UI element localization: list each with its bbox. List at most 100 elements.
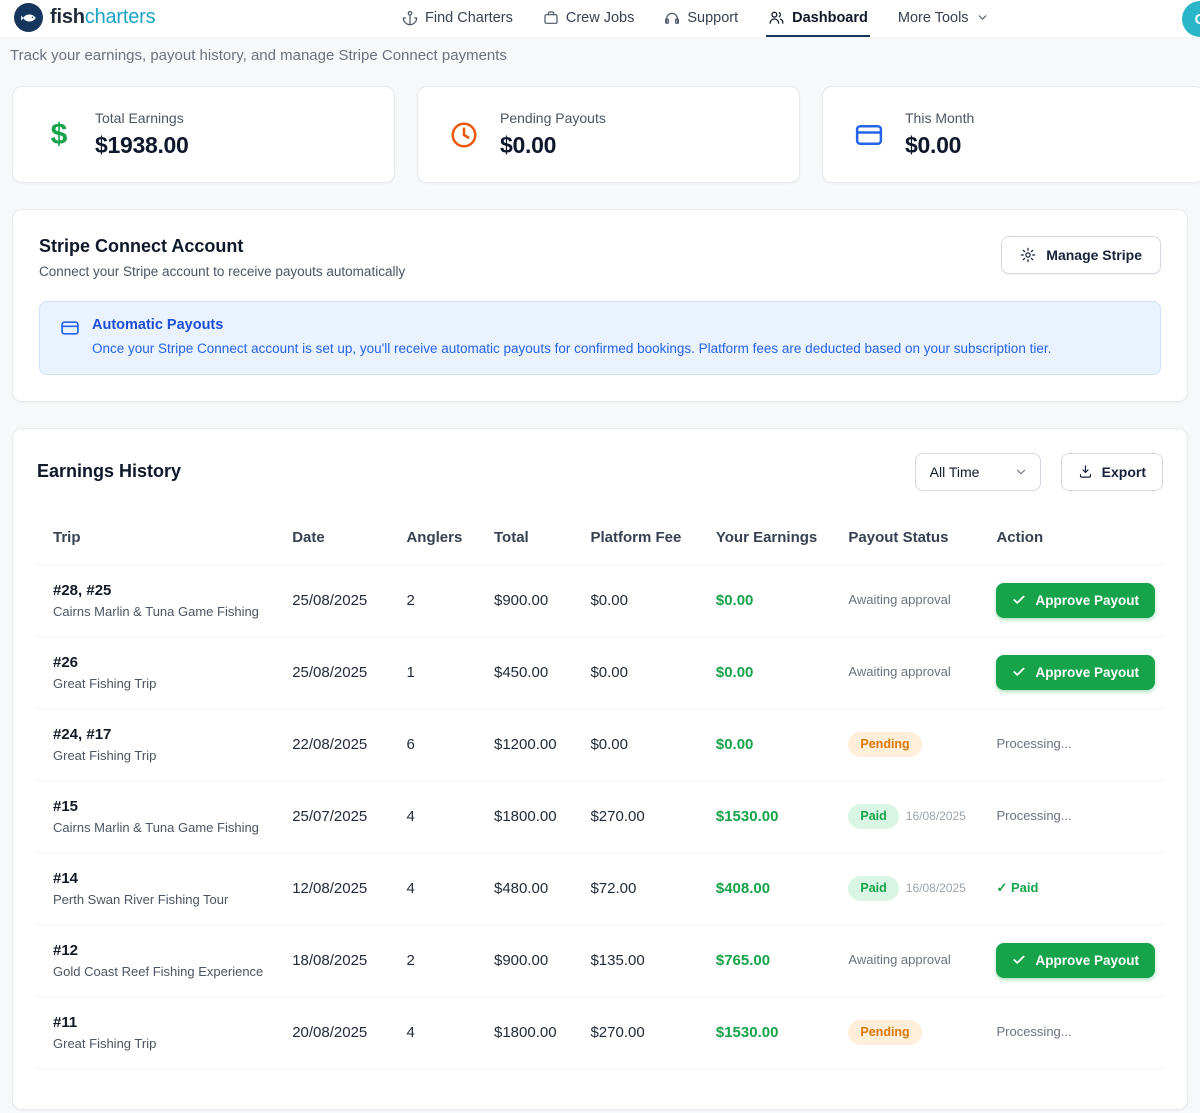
anchor-icon xyxy=(402,10,418,26)
trip-date: 25/08/2025 xyxy=(284,636,398,708)
table-row: #14Perth Swan River Fishing Tour 12/08/2… xyxy=(37,852,1163,924)
anglers-count: 2 xyxy=(398,924,486,996)
stripe-card-title: Stripe Connect Account xyxy=(39,236,405,257)
table-header-row: Trip Date Anglers Total Platform Fee You… xyxy=(37,513,1163,565)
user-avatar[interactable]: C xyxy=(1182,1,1200,37)
total-amount: $900.00 xyxy=(486,924,582,996)
paid-indicator: ✓ Paid xyxy=(996,880,1038,895)
trip-name: Cairns Marlin & Tuna Game Fishing xyxy=(53,820,276,835)
trip-id: #11 xyxy=(53,1014,276,1031)
status-badge: Pending xyxy=(848,1020,921,1044)
status-badge: Pending xyxy=(848,732,921,756)
platform-fee: $0.00 xyxy=(582,564,707,636)
trip-id: #14 xyxy=(53,870,276,887)
nav-support[interactable]: Support xyxy=(662,0,740,37)
stat-value: $0.00 xyxy=(905,132,974,159)
platform-fee: $135.00 xyxy=(582,924,707,996)
approve-payout-button[interactable]: Approve Payout xyxy=(996,943,1155,978)
chevron-down-icon xyxy=(976,11,989,24)
time-filter-select[interactable]: All Time xyxy=(915,453,1041,491)
users-icon xyxy=(768,9,785,26)
stripe-connect-card: Stripe Connect Account Connect your Stri… xyxy=(12,209,1188,402)
table-row: #11 Great Fishing Trip 20/08/2025 4 $1800… xyxy=(37,996,1163,1068)
your-earnings: $1530.00 xyxy=(708,780,841,852)
earnings-history-title: Earnings History xyxy=(37,461,181,482)
nav-crew-jobs[interactable]: Crew Jobs xyxy=(541,0,637,37)
clock-icon xyxy=(448,120,480,150)
chevron-down-icon xyxy=(1014,465,1028,479)
total-amount: $1800.00 xyxy=(486,996,582,1068)
nav-dashboard[interactable]: Dashboard xyxy=(766,0,870,37)
page-subtitle: Track your earnings, payout history, and… xyxy=(10,47,1188,64)
your-earnings: $408.00 xyxy=(708,852,841,924)
nav-label: Dashboard xyxy=(792,10,868,26)
main-nav: Find Charters Crew Jobs Support Dashboar… xyxy=(400,0,991,37)
platform-fee: $0.00 xyxy=(582,708,707,780)
col-payout-status: Payout Status xyxy=(840,513,988,565)
anglers-count: 4 xyxy=(398,780,486,852)
processing-label: Processing... xyxy=(996,1024,1071,1039)
manage-stripe-label: Manage Stripe xyxy=(1046,247,1142,263)
earnings-history-card: Earnings History All Time Export Trip xyxy=(12,428,1188,1110)
col-anglers: Anglers xyxy=(398,513,486,565)
platform-fee: $270.00 xyxy=(582,780,707,852)
manage-stripe-button[interactable]: Manage Stripe xyxy=(1001,236,1161,274)
your-earnings: $0.00 xyxy=(708,708,841,780)
status-text: Awaiting approval xyxy=(848,592,950,607)
nav-more-tools[interactable]: More Tools xyxy=(896,0,991,37)
your-earnings: $765.00 xyxy=(708,924,841,996)
check-icon xyxy=(1012,953,1026,967)
dollar-icon: $ xyxy=(43,120,75,150)
table-row: #24, #17Great Fishing Trip 22/08/2025 6 … xyxy=(37,708,1163,780)
total-amount: $480.00 xyxy=(486,852,582,924)
stat-label: Total Earnings xyxy=(95,110,189,126)
trip-name: Great Fishing Trip xyxy=(53,1036,276,1051)
trip-id: #26 xyxy=(53,654,276,671)
trip-date: 20/08/2025 xyxy=(284,996,398,1068)
headset-icon xyxy=(664,10,680,26)
approve-label: Approve Payout xyxy=(1035,953,1139,968)
stat-label: This Month xyxy=(905,110,974,126)
approve-payout-button[interactable]: Approve Payout xyxy=(996,655,1155,690)
trip-name: Perth Swan River Fishing Tour xyxy=(53,892,276,907)
your-earnings: $0.00 xyxy=(708,636,841,708)
status-text: Awaiting approval xyxy=(848,664,950,679)
earnings-table: Trip Date Anglers Total Platform Fee You… xyxy=(37,513,1163,1069)
automatic-payouts-info: Automatic Payouts Once your Stripe Conne… xyxy=(39,301,1161,375)
trip-name: Cairns Marlin & Tuna Game Fishing xyxy=(53,604,276,619)
stat-card-this-month: This Month $0.00 xyxy=(822,86,1200,183)
total-amount: $900.00 xyxy=(486,564,582,636)
paid-date: 16/08/2025 xyxy=(906,881,966,895)
col-your-earnings: Your Earnings xyxy=(708,513,841,565)
trip-id: #15 xyxy=(53,798,276,815)
table-row: #28, #25 Cairns Marlin & Tuna Game Fishin… xyxy=(37,564,1163,636)
trip-name: Gold Coast Reef Fishing Experience xyxy=(53,964,276,979)
time-filter-value: All Time xyxy=(930,464,980,480)
trip-id: #28, #25 xyxy=(53,582,276,599)
stat-card-total-earnings: $ Total Earnings $1938.00 xyxy=(12,86,395,183)
anglers-count: 6 xyxy=(398,708,486,780)
total-amount: $1800.00 xyxy=(486,780,582,852)
stat-value: $0.00 xyxy=(500,132,606,159)
your-earnings: $1530.00 xyxy=(708,996,841,1068)
credit-card-icon xyxy=(60,317,80,359)
approve-payout-button[interactable]: Approve Payout xyxy=(996,583,1155,618)
export-button[interactable]: Export xyxy=(1061,453,1163,491)
col-action: Action xyxy=(988,513,1163,565)
table-row: #15Cairns Marlin & Tuna Game Fishing 25/… xyxy=(37,780,1163,852)
nav-label: Find Charters xyxy=(425,10,513,26)
top-nav-bar: fishcharters Find Charters Crew Jobs Sup… xyxy=(0,0,1200,38)
nav-find-charters[interactable]: Find Charters xyxy=(400,0,515,37)
credit-card-icon xyxy=(853,120,885,150)
approve-label: Approve Payout xyxy=(1035,665,1139,680)
stat-label: Pending Payouts xyxy=(500,110,606,126)
anglers-count: 4 xyxy=(398,852,486,924)
gear-icon xyxy=(1020,247,1036,263)
anglers-count: 4 xyxy=(398,996,486,1068)
approve-label: Approve Payout xyxy=(1035,593,1139,608)
stat-value: $1938.00 xyxy=(95,132,189,159)
logo[interactable]: fishcharters xyxy=(14,3,155,32)
total-amount: $1200.00 xyxy=(486,708,582,780)
nav-label: Crew Jobs xyxy=(566,10,635,26)
briefcase-icon xyxy=(543,10,559,26)
